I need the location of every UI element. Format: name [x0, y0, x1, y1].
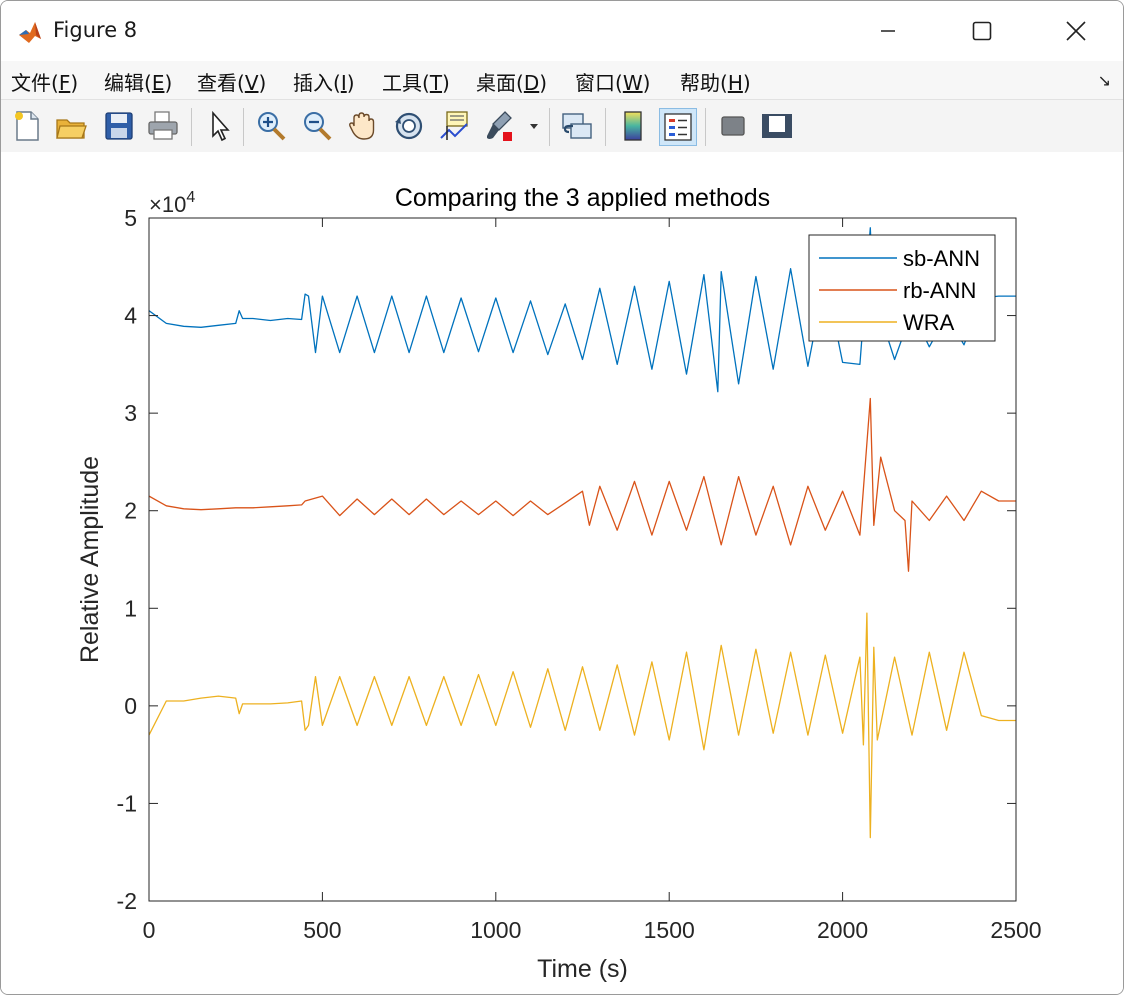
menu-bar: 文件(F) 编辑(E) 查看(V) 插入(I) 工具(T) 桌面(D) 窗口(W…: [1, 61, 1123, 99]
dock-arrow-icon[interactable]: ↘: [1097, 71, 1111, 90]
axes-box: [148, 217, 1017, 902]
toolbar-separator: [605, 108, 606, 146]
minimize-button[interactable]: [865, 9, 911, 53]
chart-title: Comparing the 3 applied methods: [395, 184, 770, 212]
legend-label-sb-ann: sb-ANN: [903, 246, 980, 271]
menu-view[interactable]: 查看(V): [197, 71, 267, 95]
maximize-button[interactable]: [959, 9, 1005, 53]
x-tick-label: 2000: [817, 917, 868, 943]
toolbar-separator: [549, 108, 550, 146]
pointer-icon[interactable]: [201, 108, 237, 144]
menu-insert[interactable]: 插入(I): [293, 71, 355, 95]
y-tick-label: 2: [124, 498, 137, 524]
x-tick-label: 0: [143, 917, 156, 943]
x-axis-label: Time (s): [537, 955, 628, 983]
legend-label-rb-ann: rb-ANN: [903, 278, 976, 303]
y-tick-label: 4: [124, 303, 137, 329]
print-icon[interactable]: [145, 108, 181, 144]
series-line-rb-ann[interactable]: [149, 397, 1016, 572]
window-title: Figure 8: [53, 18, 138, 42]
figure-canvas: 0 500 1000 1500 2000 2500 -2 -1 0 1 2 3 4 5 Comparing…: [1, 152, 1123, 994]
title-bar: Figure 8: [1, 1, 1123, 61]
legend-label-wra: WRA: [903, 310, 955, 335]
legend-box: [808, 234, 996, 342]
figure-toolbar: [1, 99, 1123, 153]
close-icon: [1066, 21, 1086, 41]
legend-icon[interactable]: [659, 108, 697, 146]
maximize-icon: [972, 21, 992, 41]
matlab-logo-icon: [17, 19, 43, 45]
hide-plot-tools-icon[interactable]: [715, 108, 751, 144]
x-tick-label: 1000: [470, 917, 521, 943]
legend[interactable]: sb-ANN rb-ANN WRA: [808, 234, 996, 342]
y-tick-label: -2: [117, 888, 137, 914]
x-tick-label: 2500: [990, 917, 1041, 943]
x-tick-label: 500: [303, 917, 341, 943]
menu-window[interactable]: 窗口(W): [575, 71, 651, 95]
y-tick-label: 5: [124, 205, 137, 231]
minimize-icon: [881, 30, 895, 32]
pan-hand-icon[interactable]: [345, 108, 381, 144]
show-plot-tools-icon[interactable]: [759, 108, 795, 144]
y-tick-label: 3: [124, 400, 137, 426]
save-icon[interactable]: [101, 108, 137, 144]
rotate-3d-icon[interactable]: [391, 108, 427, 144]
toolbar-separator: [243, 108, 244, 146]
y-tick-label: 0: [124, 693, 137, 719]
data-cursor-icon[interactable]: [437, 108, 473, 144]
link-plot-icon[interactable]: [559, 108, 595, 144]
menu-tools[interactable]: 工具(T): [382, 71, 450, 95]
menu-file[interactable]: 文件(F): [11, 71, 79, 95]
open-file-icon[interactable]: [53, 108, 89, 144]
zoom-out-icon[interactable]: [299, 108, 335, 144]
y-exponent-label: ×104: [149, 189, 195, 217]
brush-icon[interactable]: [483, 108, 519, 144]
close-button[interactable]: [1053, 9, 1099, 53]
line-chart[interactable]: 0 500 1000 1500 2000 2500 -2 -1 0 1 2 3 4 5 Comparing…: [1, 152, 1123, 994]
series-line-wra[interactable]: [149, 612, 1016, 839]
zoom-in-icon[interactable]: [253, 108, 289, 144]
colorbar-icon[interactable]: [615, 108, 651, 144]
menu-edit[interactable]: 编辑(E): [104, 71, 173, 95]
x-tick-label: 1500: [644, 917, 695, 943]
y-axis-label: Relative Amplitude: [76, 456, 104, 663]
y-tick-label: 1: [124, 595, 137, 621]
menu-desktop[interactable]: 桌面(D): [476, 71, 548, 95]
menu-help[interactable]: 帮助(H): [680, 71, 751, 95]
toolbar-separator: [191, 108, 192, 146]
toolbar-separator: [705, 108, 706, 146]
brush-dropdown-icon[interactable]: [527, 108, 541, 144]
y-tick-label: -1: [117, 790, 137, 816]
new-figure-icon[interactable]: [9, 108, 45, 144]
